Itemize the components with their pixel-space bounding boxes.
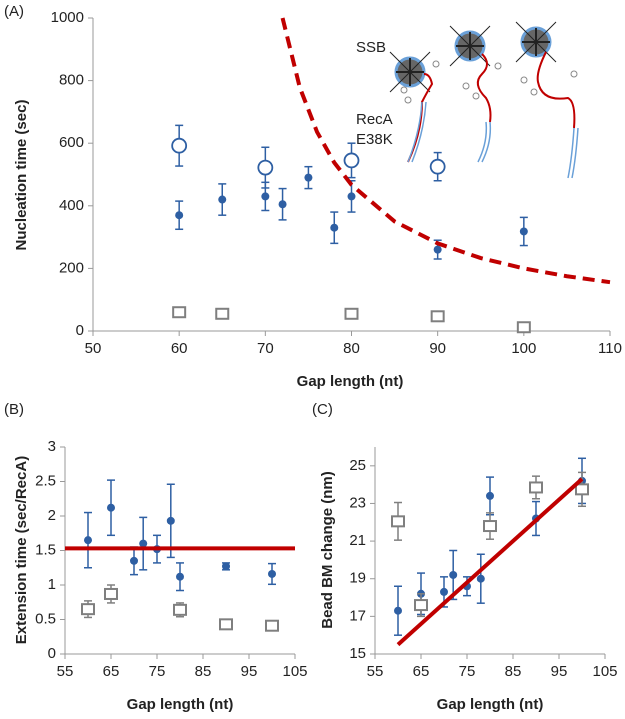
point: [476, 574, 485, 583]
y-tick-label: 400: [59, 197, 84, 214]
y-tick-label: 600: [59, 134, 84, 151]
point: [440, 587, 448, 596]
panel-label: (C): [312, 401, 333, 418]
point: [81, 603, 95, 616]
point: [516, 321, 531, 334]
point: [218, 195, 227, 204]
x-tick-label: 95: [241, 663, 258, 680]
point: [139, 539, 148, 548]
y-tick-label: 200: [59, 259, 84, 276]
y-tick-label: 1: [48, 576, 56, 593]
annotation: RecA: [356, 111, 393, 128]
y-tick-label: 800: [59, 72, 84, 89]
point: [104, 587, 118, 600]
point: [219, 618, 233, 631]
x-tick-label: 55: [367, 663, 384, 680]
trend-line: [396, 477, 584, 647]
point: [519, 227, 528, 236]
x-tick-label: 65: [103, 663, 120, 680]
point: [330, 223, 339, 232]
point: [391, 515, 405, 528]
point: [347, 192, 356, 201]
x-tick-label: 85: [195, 663, 212, 680]
y-tick-label: 17: [349, 607, 366, 624]
point: [304, 173, 313, 182]
point: [175, 211, 184, 220]
point: [430, 310, 445, 323]
point: [394, 606, 402, 615]
trend-line: [280, 17, 611, 285]
point: [483, 520, 497, 533]
x-tick-label: 75: [149, 663, 166, 680]
point: [414, 599, 428, 612]
point: [449, 570, 458, 579]
point: [575, 483, 589, 496]
point: [486, 491, 494, 500]
x-tick-label: 70: [257, 340, 274, 357]
annotation: SSB: [356, 39, 386, 56]
x-tick-label: 80: [343, 340, 360, 357]
point: [172, 306, 187, 319]
point: [257, 159, 274, 176]
x-tick-label: 100: [511, 340, 536, 357]
x-tick-label: 55: [57, 663, 74, 680]
y-tick-label: 0: [48, 645, 56, 662]
point: [343, 152, 360, 169]
y-tick-label: 25: [349, 457, 366, 474]
y-tick-label: 0: [76, 322, 84, 339]
point: [429, 158, 446, 175]
x-tick-label: 85: [505, 663, 522, 680]
point: [107, 503, 115, 512]
y-axis-title: Nucleation time (sec): [13, 100, 30, 251]
y-tick-label: 0.5: [35, 610, 56, 627]
x-tick-label: 95: [551, 663, 568, 680]
y-tick-label: 1000: [51, 9, 84, 26]
x-tick-label: 75: [459, 663, 476, 680]
x-tick-label: 65: [413, 663, 430, 680]
y-tick-label: 2: [48, 507, 56, 524]
x-axis-title: Gap length (nt): [437, 696, 544, 713]
y-tick-label: 3: [48, 438, 56, 455]
y-tick-label: 2.5: [35, 472, 56, 489]
y-tick-label: 1.5: [35, 541, 56, 558]
point: [173, 603, 187, 616]
point: [171, 137, 188, 154]
panel-label: (A): [4, 3, 24, 20]
point: [265, 619, 279, 632]
point: [529, 481, 543, 494]
point: [268, 569, 276, 578]
point: [176, 572, 184, 581]
point: [278, 200, 287, 209]
point: [130, 556, 138, 565]
y-tick-label: 19: [349, 570, 366, 587]
x-axis-title: Gap length (nt): [297, 373, 404, 390]
x-tick-label: 90: [429, 340, 446, 357]
x-tick-label: 60: [171, 340, 188, 357]
x-tick-label: 110: [598, 340, 622, 357]
point: [261, 192, 270, 201]
point: [84, 536, 92, 545]
y-tick-label: 23: [349, 494, 366, 511]
y-tick-label: 21: [349, 532, 366, 549]
y-axis-title: Extension time (sec/RecA): [13, 456, 30, 644]
point: [215, 307, 230, 320]
x-tick-label: 105: [592, 663, 617, 680]
point: [222, 562, 230, 571]
x-tick-label: 50: [85, 340, 102, 357]
x-axis-title: Gap length (nt): [127, 696, 234, 713]
panel-label: (B): [4, 401, 24, 418]
annotation: E38K: [356, 131, 393, 148]
inset-illustration: [389, 21, 579, 179]
x-tick-label: 105: [282, 663, 307, 680]
y-axis-title: Bead BM change (nm): [319, 471, 336, 629]
point: [433, 245, 442, 254]
point: [344, 307, 359, 320]
y-tick-label: 15: [349, 645, 366, 662]
point: [166, 516, 175, 525]
